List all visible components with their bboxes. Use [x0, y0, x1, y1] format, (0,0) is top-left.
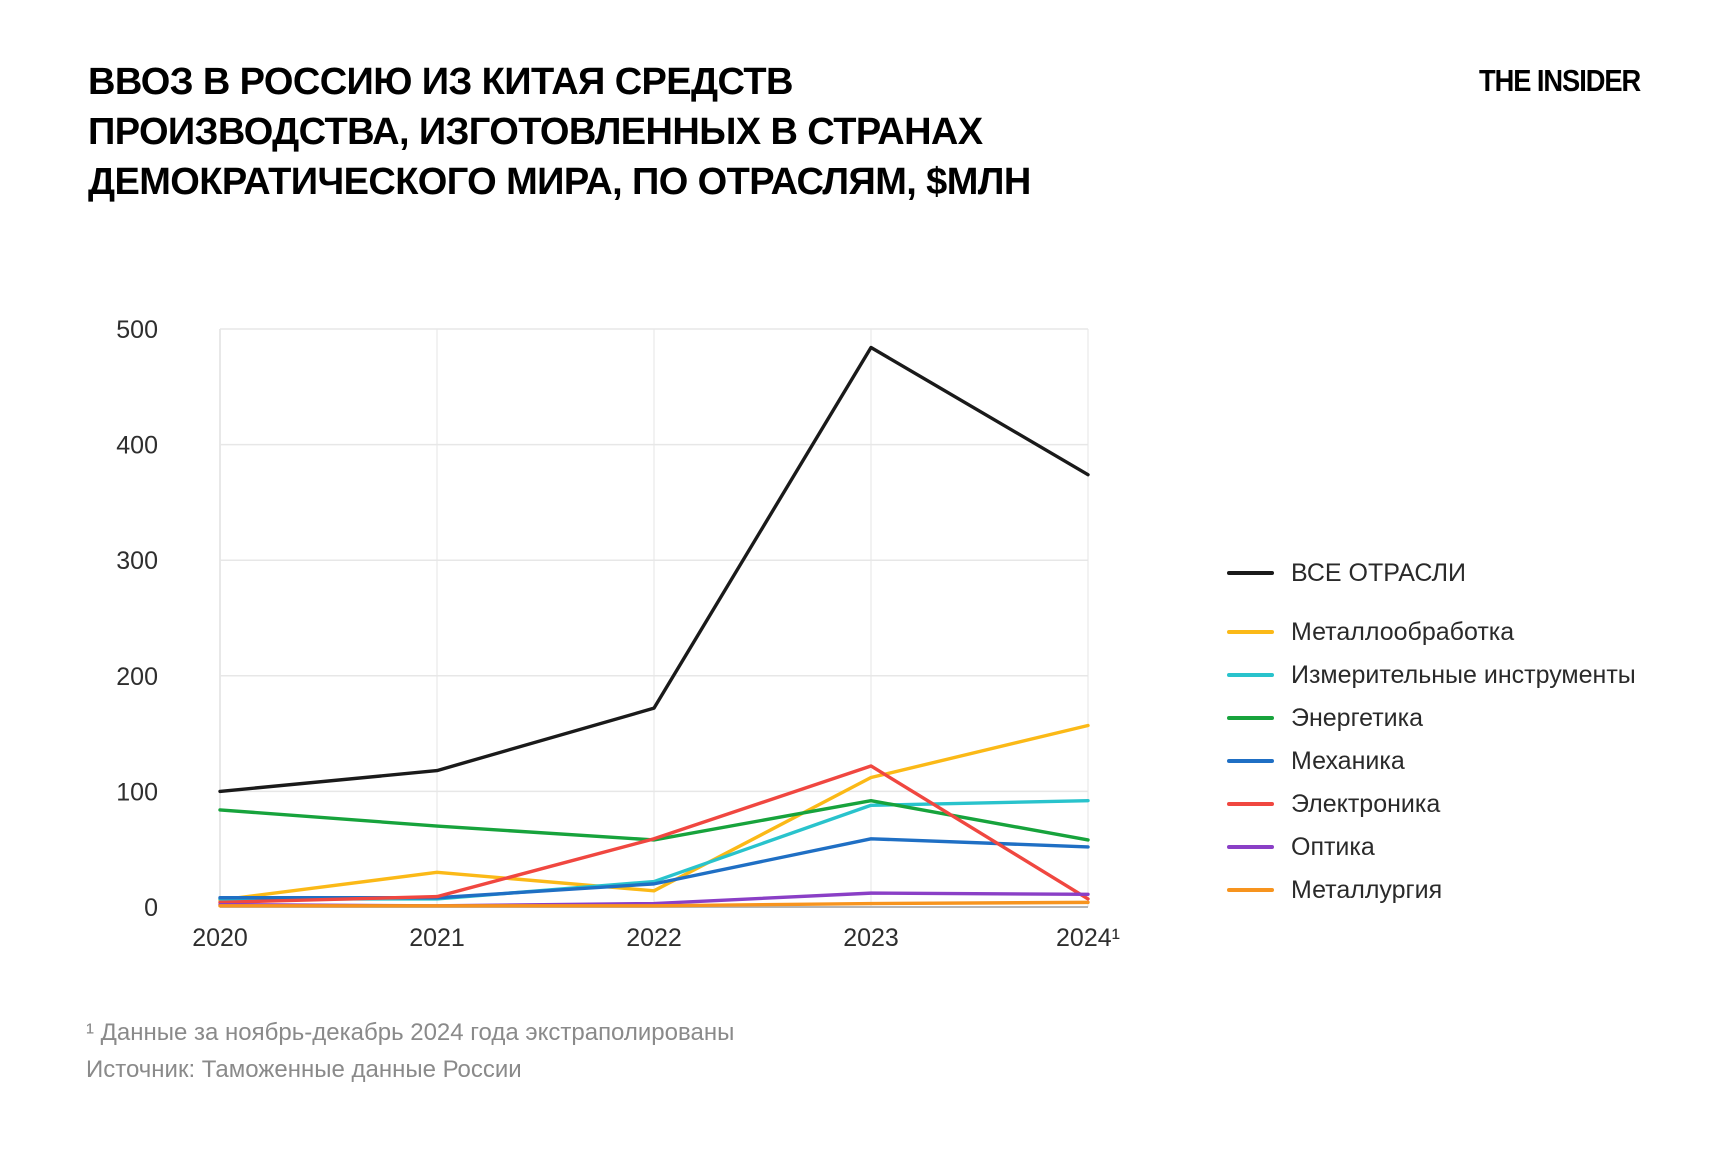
legend-swatch — [1227, 845, 1274, 849]
chart-title-line1: ВВОЗ В РОССИЮ ИЗ КИТАЯ СРЕДСТВ — [88, 61, 793, 103]
x-tick-label: 2023 — [843, 924, 899, 952]
legend-label: ВСЕ ОТРАСЛИ — [1291, 558, 1466, 587]
footnote-extrapolation: ¹ Данные за ноябрь-декабрь 2024 года экс… — [86, 1019, 735, 1046]
legend-swatch — [1227, 802, 1274, 806]
brand-logo: THE INSIDER — [1478, 63, 1641, 98]
legend-item: Электроника — [1227, 789, 1636, 819]
legend-swatch — [1227, 888, 1274, 892]
y-tick-label: 300 — [116, 547, 158, 575]
footnote-source: Источник: Таможенные данные России — [86, 1056, 522, 1083]
legend-label: Механика — [1291, 746, 1405, 775]
legend-label: Металлургия — [1291, 875, 1443, 904]
legend-item: ВСЕ ОТРАСЛИ — [1227, 558, 1636, 588]
footnotes: ¹ Данные за ноябрь-декабрь 2024 года экс… — [86, 1014, 734, 1088]
legend-item: Оптика — [1227, 832, 1636, 862]
line-chart: 0 100 200 300 400 500 2020 2021 2022 2023 2024¹ — [80, 275, 1140, 975]
legend-label: Электроника — [1291, 789, 1441, 818]
x-tick-label: 2022 — [626, 924, 682, 952]
legend-label: Металлообработка — [1291, 617, 1515, 646]
chart-title-line2: ПРОИЗВОДСТВА, ИЗГОТОВЛЕННЫХ В СТРАНАХ — [88, 111, 983, 153]
y-tick-label: 400 — [116, 432, 158, 460]
chart-title-line3: ДЕМОКРАТИЧЕСКОГО МИРА, ПО ОТРАСЛЯМ, $МЛН — [88, 161, 1031, 203]
legend-swatch — [1227, 673, 1274, 677]
legend-label: Измерительные инструменты — [1291, 660, 1636, 689]
y-tick-label: 0 — [144, 894, 158, 922]
series-line — [218, 723, 1090, 902]
line-chart-canvas: 0 100 200 300 400 500 2020 2021 2022 2023 2024¹ — [116, 316, 1120, 952]
x-tick-label: 2024¹ — [1056, 924, 1120, 952]
legend-swatch — [1227, 759, 1274, 763]
x-tick-label: 2021 — [409, 924, 465, 952]
legend-item: Энергетика — [1227, 703, 1636, 733]
legend-label: Оптика — [1291, 832, 1375, 861]
series-line — [218, 900, 1090, 908]
series-line — [218, 764, 1090, 905]
chart-legend: ВСЕ ОТРАСЛИ Металлообработка Измерительные… — [1227, 558, 1636, 918]
x-tick-label: 2020 — [192, 924, 248, 952]
legend-item: Металлургия — [1227, 875, 1636, 905]
y-tick-label: 100 — [116, 778, 158, 806]
chart-title: ВВОЗ В РОССИЮ ИЗ КИТАЯ СРЕДСТВ ПРОИЗВОДС… — [88, 57, 1031, 207]
legend-swatch — [1227, 716, 1274, 720]
legend-item: Металлообработка — [1227, 617, 1636, 647]
y-tick-label: 200 — [116, 663, 158, 691]
legend-item: Измерительные инструменты — [1227, 660, 1636, 690]
y-tick-label: 500 — [116, 316, 158, 344]
legend-swatch — [1227, 571, 1274, 575]
legend-label: Энергетика — [1291, 703, 1424, 732]
legend-item: Механика — [1227, 746, 1636, 776]
series-line — [218, 345, 1090, 794]
legend-swatch — [1227, 630, 1274, 634]
